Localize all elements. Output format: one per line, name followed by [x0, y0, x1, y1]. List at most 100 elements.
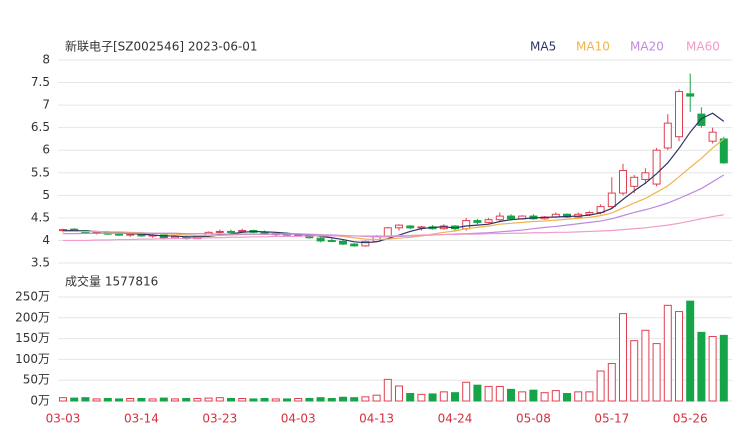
volume-bar: [372, 394, 381, 402]
y-tick-label: 50万: [23, 373, 50, 387]
y-tick-label: 6: [42, 143, 50, 157]
volume-bar: [507, 388, 515, 402]
volume-bar: [686, 300, 695, 402]
legend-entry: MA5: [530, 40, 556, 54]
ma-line: [63, 174, 725, 238]
volume-bar: [249, 398, 258, 402]
volume-bar: [585, 391, 594, 402]
volume-bar: [473, 384, 482, 402]
candle-body: [652, 149, 661, 185]
volume-title: 成交量 1577816: [65, 274, 158, 289]
volume-bar: [193, 398, 202, 402]
volume-bar: [182, 398, 191, 402]
volume-bar: [518, 391, 527, 402]
candle-body: [686, 93, 695, 97]
volume-bar: [428, 393, 437, 402]
volume-bar: [283, 398, 291, 402]
volume-bar: [675, 311, 683, 402]
volume-bar: [350, 397, 359, 402]
candle-body: [406, 225, 415, 229]
legend-entry: MA10: [576, 40, 610, 54]
volume-bar: [327, 398, 336, 402]
candle-body: [708, 131, 717, 142]
volume-bar: [652, 343, 661, 402]
y-tick-label: 250万: [15, 290, 50, 304]
volume-bar: [148, 398, 157, 402]
candle-body: [238, 230, 247, 233]
volume-bar: [159, 397, 168, 402]
candle-body: [227, 230, 235, 233]
volume-bar: [171, 398, 179, 402]
volume-bar: [630, 340, 639, 402]
candle-body: [495, 215, 504, 221]
ma-line: [63, 214, 724, 242]
volume-bar: [551, 390, 560, 402]
y-tick-label: 4.5: [31, 210, 50, 224]
x-tick-label: 05-08: [516, 412, 551, 426]
y-tick-label: 150万: [15, 331, 50, 345]
volume-bar: [103, 398, 112, 402]
y-tick-label: 6.5: [31, 120, 50, 134]
y-tick-label: 4: [42, 233, 50, 247]
volume-bar: [316, 397, 325, 402]
candle-body: [619, 170, 627, 194]
x-tick-label: 03-03: [46, 412, 81, 426]
volume-bar: [215, 397, 224, 402]
volume-bar: [70, 397, 79, 402]
volume-bar: [451, 392, 459, 402]
volume-bar: [59, 397, 67, 402]
volume-bar: [563, 393, 571, 402]
candle-body: [663, 122, 672, 149]
volume-bar: [406, 393, 415, 402]
candle-body: [507, 215, 515, 220]
volume-bar: [619, 313, 627, 402]
y-tick-label: 7.5: [31, 75, 50, 89]
y-tick-label: 7: [42, 98, 50, 112]
volume-bar: [641, 329, 650, 402]
volume-bar: [529, 389, 538, 402]
volume-bar: [495, 385, 504, 402]
candle-body: [350, 243, 359, 247]
volume-bar: [260, 398, 269, 402]
x-tick-label: 05-26: [673, 412, 708, 426]
candle-body: [316, 237, 325, 242]
volume-bar: [204, 397, 213, 402]
candle-body: [327, 239, 336, 242]
x-tick-label: 03-23: [202, 412, 237, 426]
volume-bar: [395, 385, 403, 402]
volume-bar: [92, 398, 101, 402]
volume-bar: [607, 363, 616, 402]
chart-title: 新联电子[SZ002546] 2023-06-01: [65, 39, 258, 54]
y-tick-label: 3.5: [31, 256, 50, 270]
candle-body: [585, 211, 594, 215]
candle-body: [115, 233, 123, 236]
volume-bar: [697, 331, 706, 402]
candle-body: [417, 226, 426, 229]
volume-bar: [663, 304, 672, 402]
candle-body: [697, 113, 706, 126]
volume-bar: [115, 398, 123, 402]
volume-bar: [462, 381, 471, 402]
y-tick-label: 8: [42, 53, 50, 67]
candle-body: [473, 220, 482, 223]
volume-bar: [383, 378, 392, 402]
volume-bar: [574, 391, 583, 402]
volume-bar: [294, 398, 303, 402]
candle-body: [484, 219, 493, 223]
volume-bar: [238, 398, 247, 402]
y-tick-label: 5: [42, 188, 50, 202]
volume-bar: [361, 396, 370, 402]
volume-bar: [126, 398, 135, 402]
x-tick-label: 04-24: [438, 412, 473, 426]
candle-body: [339, 240, 347, 245]
legend-entry: MA20: [630, 40, 664, 54]
volume-bar: [484, 385, 493, 402]
y-tick-label: 0万: [30, 394, 50, 408]
ma-line: [63, 138, 725, 241]
volume-bar: [137, 398, 146, 402]
candle-body: [215, 230, 224, 233]
candle-body: [630, 176, 639, 187]
volume-bar: [540, 392, 549, 402]
